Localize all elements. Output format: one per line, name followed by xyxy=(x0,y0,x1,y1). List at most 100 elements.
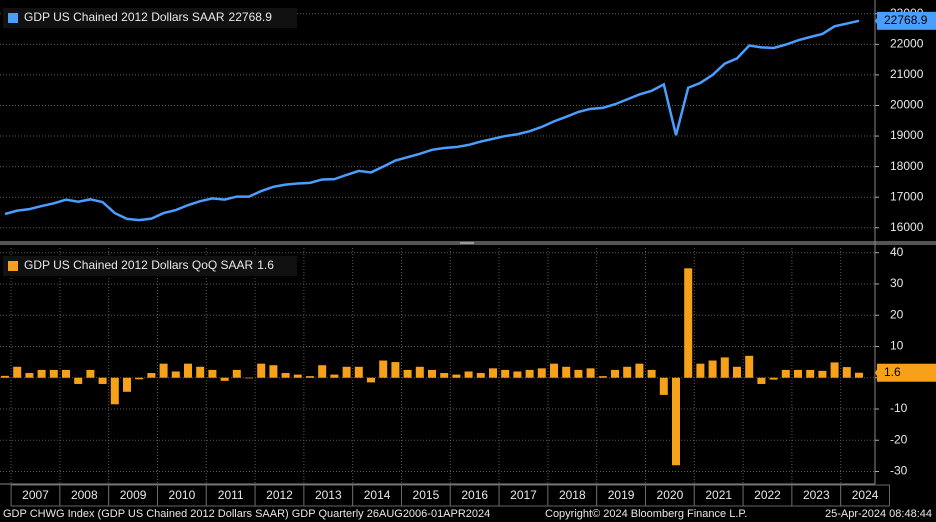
bar xyxy=(464,371,473,378)
bar xyxy=(391,362,400,378)
bar xyxy=(184,363,192,378)
bar xyxy=(403,369,412,378)
x-tick-label: 2017 xyxy=(510,488,537,502)
bar xyxy=(672,377,680,466)
bar xyxy=(196,366,205,378)
x-tick-label: 2018 xyxy=(559,488,586,502)
callout-pointer xyxy=(875,367,878,378)
bar xyxy=(428,369,436,378)
bar xyxy=(49,369,58,378)
bar xyxy=(757,377,766,384)
legend-last-value: 22768.9 xyxy=(229,10,273,24)
year-cell xyxy=(840,484,891,507)
bar xyxy=(25,373,34,378)
bar xyxy=(220,377,229,381)
bar xyxy=(769,377,778,380)
bar xyxy=(623,366,632,378)
bar xyxy=(86,369,95,378)
x-tick-label: 2014 xyxy=(364,488,391,502)
legend-last-value: 1.6 xyxy=(257,258,274,272)
y-tick-label: 18000 xyxy=(890,159,924,173)
bar xyxy=(842,367,851,378)
footer-left: GDP CHWG Index (GDP US Chained 2012 Doll… xyxy=(3,508,490,520)
footer-right: 25-Apr-2024 08:48:44 xyxy=(825,508,932,520)
y-tick-label: 30 xyxy=(890,276,904,290)
bar xyxy=(1,375,9,378)
y-tick-label: 19000 xyxy=(890,128,924,142)
x-tick-label: 2024 xyxy=(852,488,879,502)
legend-name: GDP US Chained 2012 Dollars SAAR xyxy=(24,10,225,24)
y-tick-label: 17000 xyxy=(890,189,924,203)
y-tick-label: 21000 xyxy=(890,67,924,81)
gdp-line xyxy=(4,19,860,222)
bar xyxy=(745,355,754,378)
bar xyxy=(684,268,693,378)
x-tick-label: 2020 xyxy=(657,488,684,502)
bar xyxy=(635,363,644,378)
bar xyxy=(550,363,558,378)
x-tick-label: 2019 xyxy=(608,488,635,502)
x-tick-label: 2023 xyxy=(803,488,830,502)
x-tick-label: 2009 xyxy=(120,488,147,502)
bar xyxy=(245,377,253,379)
x-tick-label: 2008 xyxy=(71,488,98,502)
bar xyxy=(306,376,314,378)
bar xyxy=(720,357,729,378)
x-tick-label: 2013 xyxy=(315,488,342,502)
legend-name: GDP US Chained 2012 Dollars QoQ SAAR xyxy=(24,258,254,272)
divider-handle xyxy=(460,242,474,244)
bar xyxy=(647,369,656,378)
bar xyxy=(367,377,375,383)
bar xyxy=(818,370,827,378)
legend-swatch xyxy=(8,13,18,23)
footer-center: Copyright© 2024 Bloomberg Finance L.P. xyxy=(545,508,747,520)
bar xyxy=(171,371,180,378)
bar xyxy=(794,369,802,378)
x-tick-label: 2010 xyxy=(169,488,196,502)
bar xyxy=(318,365,327,378)
bar xyxy=(342,366,351,378)
bar xyxy=(13,366,22,378)
y-tick-label: 22000 xyxy=(890,37,924,51)
bar xyxy=(537,368,546,378)
bar xyxy=(232,369,241,378)
bar xyxy=(452,374,461,378)
bar xyxy=(62,369,70,378)
bar xyxy=(293,374,302,378)
bar xyxy=(611,369,619,378)
bar xyxy=(440,373,449,378)
y-tick-label: -10 xyxy=(890,401,908,415)
bar xyxy=(98,377,107,384)
bar xyxy=(74,377,83,384)
bar xyxy=(281,373,290,378)
last-value-label: 1.6 xyxy=(884,365,901,379)
y-tick-label: -30 xyxy=(890,464,908,478)
bar xyxy=(208,369,217,378)
legend-label: GDP US Chained 2012 Dollars SAAR 22768.9 xyxy=(24,10,272,24)
x-tick-label: 2021 xyxy=(705,488,732,502)
y-tick-label: 10 xyxy=(890,339,904,353)
y-tick-label: -20 xyxy=(890,432,908,446)
bar xyxy=(354,366,363,378)
bar xyxy=(562,366,571,378)
x-tick-label: 2022 xyxy=(754,488,781,502)
bar xyxy=(733,366,741,378)
bar xyxy=(574,369,583,378)
bar xyxy=(806,369,815,378)
bar xyxy=(476,373,485,378)
x-tick-label: 2012 xyxy=(266,488,293,502)
legend-label: GDP US Chained 2012 Dollars QoQ SAAR 1.6 xyxy=(24,258,274,272)
bar xyxy=(257,363,266,378)
bar xyxy=(659,377,668,395)
last-value-callout xyxy=(877,363,936,382)
year-axis: 2007 2008 2009 2010 2011 2012 2013 2014 2015 2016… xyxy=(10,484,891,507)
bar xyxy=(415,366,424,378)
bar xyxy=(37,369,46,378)
bar xyxy=(135,377,144,380)
x-tick-label: 2016 xyxy=(461,488,488,502)
bar xyxy=(696,363,705,378)
bar xyxy=(781,369,790,378)
bar xyxy=(855,372,863,378)
x-tick-label: 2011 xyxy=(218,488,244,502)
